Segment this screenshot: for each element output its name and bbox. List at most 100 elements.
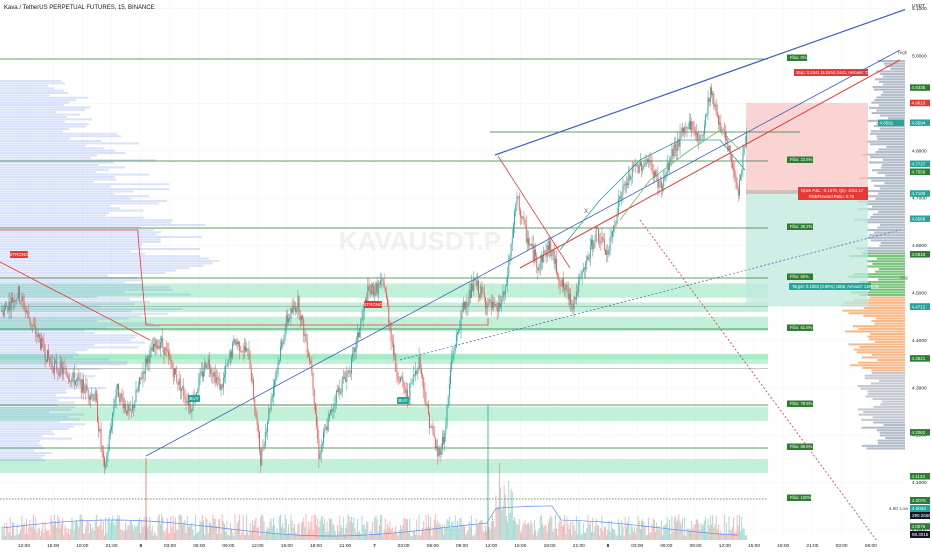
price-badge-bg (910, 215, 930, 222)
candle-body (319, 454, 321, 459)
candle-body (161, 338, 163, 343)
price-badge: 4.9335 (912, 85, 926, 90)
position-tool[interactable] (746, 69, 871, 307)
volume-bar (700, 523, 702, 540)
candle-body (5, 305, 6, 309)
candle-body (600, 241, 602, 243)
volume-bar (175, 517, 177, 540)
candle-body (726, 139, 728, 140)
red-dashed-projection (639, 219, 881, 546)
volume-bar (613, 529, 615, 540)
support-zone (0, 353, 768, 360)
volume-bar (333, 525, 335, 540)
vp2-bar (862, 195, 905, 198)
vp-bar (0, 128, 69, 130)
candle-body (683, 127, 684, 133)
candle-body (347, 370, 349, 374)
volume-bar (196, 533, 198, 540)
candle-body (642, 167, 644, 171)
volume-bar (735, 531, 737, 540)
candle-body (119, 397, 121, 402)
volume-bar (372, 521, 373, 540)
price-axis[interactable]: 5.10005.00004.90004.80004.70004.60004.50… (878, 0, 932, 540)
candle-body (529, 243, 531, 246)
time-tick-label: 15:00 (514, 543, 526, 549)
volume-bar (438, 522, 440, 540)
volume-bar (66, 532, 68, 540)
volume-bar (180, 515, 182, 540)
volume-bar (224, 523, 225, 540)
volume-bar (451, 522, 453, 540)
candle-body (451, 359, 453, 370)
volume-bar (192, 530, 194, 540)
vp2-bar (877, 192, 905, 195)
strong-label-left-text: STRONG (9, 252, 29, 257)
candle-body (638, 165, 640, 173)
vp-bar (0, 401, 75, 404)
vp-bar (0, 344, 95, 346)
volume-bar (363, 524, 365, 540)
vp2-bar (877, 442, 905, 445)
volume-bar (58, 517, 60, 540)
time-tick-label: 21:00 (806, 543, 818, 549)
candle-body (497, 303, 499, 312)
candle-body (33, 324, 34, 326)
volume-bar (130, 521, 132, 540)
volume-bar (434, 514, 436, 540)
vp2-bar (874, 99, 905, 102)
volume-bar (159, 524, 161, 540)
volume-bar (673, 517, 675, 540)
candle-body (376, 282, 378, 294)
volume-bar (383, 528, 385, 540)
volume-bar (211, 525, 213, 540)
volume-bar (526, 523, 528, 540)
volume-bar (156, 535, 158, 540)
volume-bar (70, 528, 72, 540)
time-axis[interactable]: 12:00 15:00 18:00 21:00 6 03:00 06:00 09:00 12:0… (0, 540, 932, 550)
candle-body (129, 409, 131, 411)
vp-bar (0, 87, 55, 90)
candle-body (39, 338, 41, 349)
red-down-line-2 (497, 155, 571, 269)
volume-bar (203, 520, 204, 540)
vp-bar (0, 176, 115, 178)
volume-bar (707, 518, 709, 540)
vp2-bar (872, 262, 905, 265)
volume-bar (296, 533, 298, 540)
volume-bar (734, 532, 736, 540)
volume-bar (376, 519, 378, 540)
volume-bar (127, 525, 129, 540)
candle-body (467, 304, 469, 307)
fib-label-bg (787, 273, 813, 280)
volume-bar (592, 517, 594, 540)
candle-body (180, 388, 182, 392)
vp-bar (0, 144, 86, 147)
volume-bar (663, 525, 665, 540)
vol-badge-text: 4.0076 (912, 498, 926, 503)
volume-bar (191, 522, 193, 540)
vp-bar (0, 353, 79, 356)
volume-bar (546, 531, 548, 540)
candle-body (331, 409, 333, 412)
volume-bar (83, 533, 84, 540)
vp-bar (0, 147, 104, 150)
candle-body (99, 429, 101, 432)
volume-bar (492, 515, 493, 540)
candle-body (745, 132, 747, 145)
candle-body (639, 162, 641, 166)
candle-body (598, 228, 599, 242)
support-zone (0, 302, 768, 312)
volume-bar (93, 530, 95, 540)
volume-bar (702, 524, 704, 540)
fib-levels[interactable] (0, 54, 813, 502)
vp-bar (0, 430, 53, 433)
vp2-bar (858, 327, 905, 330)
candle-body (127, 404, 129, 415)
volume-bar (725, 535, 726, 540)
fib-label-bg (787, 54, 807, 61)
volume-bar (572, 521, 574, 540)
volume-bar (235, 530, 237, 540)
candle-body (106, 455, 108, 467)
